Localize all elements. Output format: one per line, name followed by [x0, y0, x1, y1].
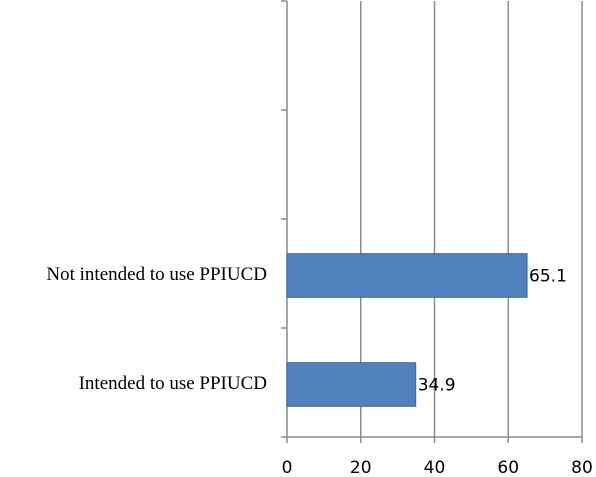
- x-tick-label: 20: [350, 458, 372, 477]
- value-label: 34.9: [418, 376, 456, 396]
- x-tick-label: 80: [571, 458, 593, 477]
- x-tick-label: 0: [282, 458, 293, 477]
- bar: [286, 362, 417, 407]
- bar: [286, 253, 528, 298]
- y-tick-label: Not intended to use PPIUCD: [46, 264, 267, 285]
- x-tick-label: 60: [497, 458, 519, 477]
- y-tick-label: Intended to use PPIUCD: [79, 373, 267, 394]
- x-tick-label: 40: [424, 458, 446, 477]
- value-label: 65.1: [529, 267, 567, 287]
